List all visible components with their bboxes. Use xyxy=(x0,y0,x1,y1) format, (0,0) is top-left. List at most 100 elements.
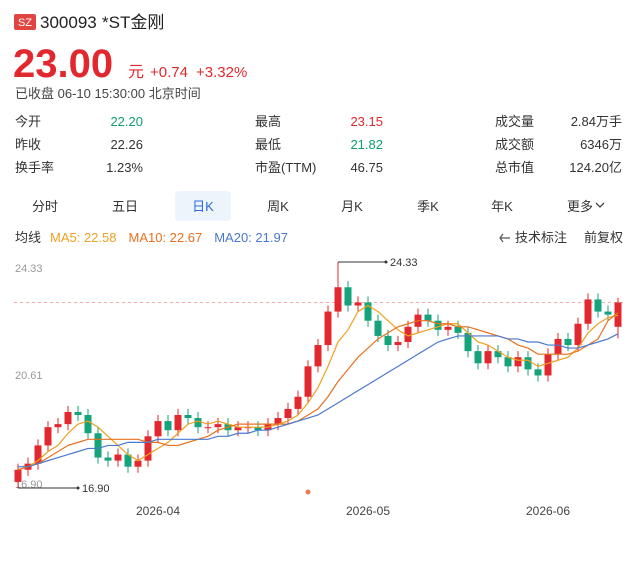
candle-body xyxy=(424,314,432,321)
stat-value: 23.15 xyxy=(350,114,383,129)
candle-body xyxy=(104,457,112,461)
stat-value: 6346万 xyxy=(580,137,622,152)
x-tick-label: 2026-06 xyxy=(526,504,570,518)
candle-body xyxy=(574,323,582,346)
stat-value: 1.23% xyxy=(106,160,143,175)
min-dot xyxy=(76,486,80,490)
candle-body xyxy=(354,302,362,306)
candle-body xyxy=(324,311,332,346)
ma-legend: MA20: 21.97 xyxy=(214,230,288,245)
candle-body xyxy=(344,287,352,306)
market: SZ xyxy=(18,17,32,29)
candle-body xyxy=(44,427,52,446)
candle-body xyxy=(14,469,22,482)
candle-body xyxy=(94,433,102,458)
tool[interactable]: 技术标注 xyxy=(515,230,567,245)
stat-label: 市盈(TTM) xyxy=(255,160,316,175)
candle-body xyxy=(334,287,342,312)
tab[interactable]: 五日 xyxy=(112,199,138,214)
tab[interactable]: 分时 xyxy=(32,199,58,214)
ma-line xyxy=(18,333,619,468)
candle-body xyxy=(434,320,442,330)
tab[interactable]: 月K xyxy=(341,199,363,214)
x-tick-label: 2026-04 xyxy=(136,504,180,518)
candle-body xyxy=(304,366,312,397)
candle-body xyxy=(534,369,542,376)
change: +0.74 xyxy=(150,64,188,81)
tab[interactable]: 周K xyxy=(267,199,289,214)
change-pct: +3.32% xyxy=(196,64,247,81)
stat-label: 成交量 xyxy=(495,114,534,129)
candle-body xyxy=(544,354,552,376)
stat-label: 最低 xyxy=(255,137,281,152)
candle-body xyxy=(84,414,92,434)
candle-body xyxy=(524,357,532,370)
candle-body xyxy=(554,338,562,355)
max-dot xyxy=(384,260,388,264)
candle-body xyxy=(74,411,82,415)
stat-value: 22.26 xyxy=(110,137,143,152)
price: 23.00 xyxy=(13,42,113,86)
indicator-label: 均线 xyxy=(15,230,41,245)
candle-body xyxy=(364,302,372,321)
status: 已收盘 06-10 15:30:00 北京时间 xyxy=(15,86,201,101)
stat-value: 2.84万手 xyxy=(571,114,622,129)
candle-body xyxy=(154,421,162,437)
candle-body xyxy=(484,351,492,364)
candle-body xyxy=(374,320,382,336)
candle-body xyxy=(614,302,622,327)
code: 300093 xyxy=(40,13,97,32)
stat-value: 46.75 xyxy=(350,160,383,175)
candle-body xyxy=(204,427,212,429)
candle-body xyxy=(64,411,72,425)
tab[interactable]: 季K xyxy=(417,199,439,214)
candle-body xyxy=(174,414,182,431)
candle-body xyxy=(294,396,302,409)
x-tick-label: 2026-05 xyxy=(346,504,390,518)
candle-body xyxy=(214,424,222,428)
stat-label: 换手率 xyxy=(15,160,54,175)
stock-name: *ST金刚 xyxy=(102,13,164,32)
candle-body xyxy=(234,427,242,431)
y-tick-label: 20.61 xyxy=(15,370,43,382)
candle-body xyxy=(494,351,502,358)
chevron xyxy=(595,202,605,208)
candle-body xyxy=(384,335,392,346)
ma-legend: MA10: 22.67 xyxy=(129,230,203,245)
candle-body xyxy=(54,424,62,428)
stat-value: 124.20亿 xyxy=(569,160,622,175)
candle-body xyxy=(514,357,522,367)
stat-label: 最高 xyxy=(255,114,281,129)
candle-body xyxy=(444,326,452,330)
tool[interactable]: 前复权 xyxy=(584,230,623,245)
tab[interactable]: 日K xyxy=(192,199,214,214)
candle-body xyxy=(464,332,472,352)
candle-body xyxy=(164,421,172,431)
tab[interactable]: 年K xyxy=(491,199,513,214)
candle-body xyxy=(584,299,592,324)
candle-body xyxy=(34,445,42,464)
stat-label: 总市值 xyxy=(495,160,534,175)
candle-body xyxy=(114,454,122,461)
ma-legend: MA5: 22.58 xyxy=(50,230,117,245)
market-badge xyxy=(14,14,36,30)
candle-body xyxy=(394,341,402,346)
candle-body xyxy=(284,408,292,419)
candle-body xyxy=(134,460,142,467)
candle-body xyxy=(594,299,602,312)
page-dot xyxy=(305,489,311,495)
candle-body xyxy=(314,345,322,367)
tab[interactable]: 更多 xyxy=(567,199,593,214)
stat-label: 今开 xyxy=(15,114,41,129)
candle-body xyxy=(194,418,202,428)
ma-line xyxy=(17,312,619,471)
stat-label: 成交额 xyxy=(495,137,534,152)
candle-body xyxy=(124,454,132,467)
tool-icon xyxy=(499,233,510,243)
candle-body xyxy=(404,326,412,342)
candle-body xyxy=(184,414,192,419)
stat-value: 21.82 xyxy=(350,137,383,152)
tab-highlight xyxy=(175,191,231,221)
